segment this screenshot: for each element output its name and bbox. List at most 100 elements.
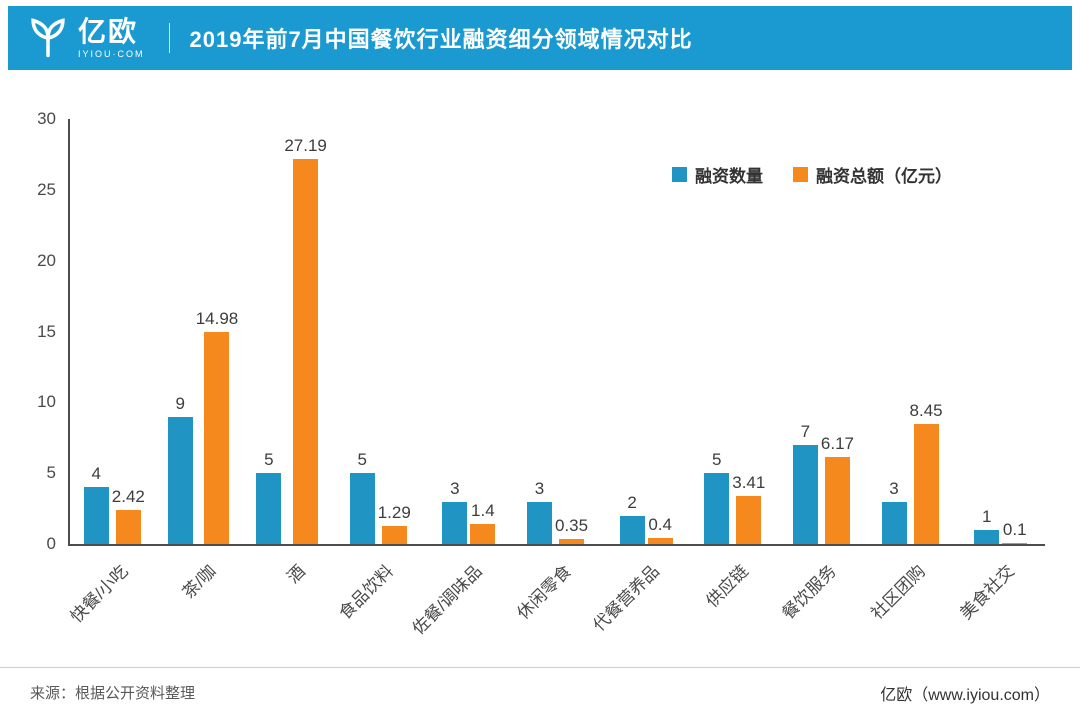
legend-swatch-financing-amount — [793, 167, 808, 182]
bar-value-label: 6.17 — [820, 433, 854, 453]
bar-financing-amount — [913, 424, 939, 544]
bar-value-label: 3 — [450, 478, 460, 498]
logo-text: 亿欧 IYIOU·COM — [78, 17, 145, 59]
bar-financing-amount — [736, 495, 762, 544]
legend-label: 融资数量 — [695, 167, 763, 186]
bar-group: 9 14.98 茶/咖 — [159, 119, 248, 602]
y-axis-tick-label: 10 — [37, 392, 56, 412]
bar-value-label: 4 — [91, 464, 101, 484]
source-note: 来源：根据公开资料整理 — [30, 685, 196, 702]
legend-item-financing-amount: 融资总额（亿元） — [793, 162, 952, 187]
bar-value-label: 7 — [800, 421, 811, 441]
bar-pair: 3 8.45 — [868, 119, 957, 544]
bar-column-financing-amount: 14.98 — [195, 119, 239, 544]
x-axis-category-label: 餐饮服务 — [778, 561, 841, 624]
bar-value-label: 3 — [534, 478, 545, 498]
bar-column-financing-count: 5 — [349, 119, 375, 544]
bar-financing-count — [349, 473, 375, 544]
bar-value-label: 1.29 — [377, 502, 411, 522]
bar-group: 7 6.17 餐饮服务 — [779, 119, 868, 623]
chart-legend: 融资数量 融资总额（亿元） — [672, 162, 952, 187]
bar-financing-count — [256, 473, 282, 544]
bar-column-financing-amount: 6.17 — [821, 119, 854, 544]
bar-financing-amount — [115, 509, 141, 544]
bar-column-financing-amount: 0.35 — [555, 119, 588, 544]
bar-pair: 2 0.4 — [602, 119, 691, 544]
x-axis-category-label: 佐餐/调味品 — [408, 561, 486, 639]
bar-column-financing-amount: 1.4 — [470, 119, 496, 544]
bar-value-label: 5 — [264, 450, 274, 470]
y-axis-tick-label: 15 — [37, 321, 56, 341]
bar-column-financing-count: 3 — [526, 119, 552, 544]
bar-value-label: 0.4 — [648, 515, 672, 535]
y-axis: 0 5 10 15 20 25 30 — [0, 109, 56, 553]
x-axis-category-label: 食品饮料 — [335, 561, 398, 624]
bar-value-label: 2.42 — [111, 486, 145, 506]
bar-column-financing-count: 4 — [83, 119, 109, 544]
header-divider — [168, 23, 170, 53]
y-axis-tick-label: 20 — [37, 250, 56, 270]
bar-column-financing-amount: 0.1 — [1002, 119, 1028, 544]
iyiou-logo: 亿欧 IYIOU·COM — [26, 16, 145, 60]
bar-column-financing-amount: 3.41 — [732, 119, 765, 544]
bar-column-financing-count: 5 — [256, 119, 282, 544]
bar-financing-amount — [381, 525, 407, 544]
bar-column-financing-count: 5 — [704, 119, 730, 544]
bar-pair: 5 3.41 — [690, 119, 779, 544]
bar-group: 5 3.41 供应链 — [690, 119, 779, 611]
bar-value-label: 0.35 — [554, 516, 589, 536]
bar-financing-amount — [204, 331, 230, 544]
bar-value-label: 3.41 — [732, 472, 766, 492]
bar-pair: 3 0.35 — [513, 119, 602, 544]
bar-value-label: 1 — [981, 506, 992, 526]
bar-value-label: 5 — [712, 450, 722, 470]
bar-chart: 0 5 10 15 20 25 30 4 2.42 快餐/小吃 9 14.98 茶/咖 5 27.19 酒 5… — [0, 84, 1080, 660]
bar-value-label: 3 — [889, 478, 899, 498]
bar-group: 4 2.42 快餐/小吃 — [66, 119, 159, 626]
x-axis-category-label: 茶/咖 — [179, 561, 220, 603]
bar-column-financing-amount: 8.45 — [910, 119, 943, 544]
bar-pair: 5 27.19 — [247, 119, 336, 544]
bar-financing-amount — [293, 158, 319, 544]
bar-column-financing-amount: 1.29 — [378, 119, 411, 544]
bar-column-financing-amount: 0.4 — [647, 119, 673, 544]
bar-financing-count — [83, 487, 109, 544]
bar-pair: 4 2.42 — [70, 119, 159, 544]
bar-financing-count — [974, 529, 1000, 544]
bar-column-financing-count: 2 — [619, 119, 645, 544]
bar-value-label: 14.98 — [195, 308, 239, 328]
bar-financing-amount — [1002, 542, 1028, 544]
bar-column-financing-count: 3 — [881, 119, 907, 544]
bar-financing-amount — [470, 524, 496, 544]
bar-financing-count — [619, 515, 645, 544]
bar-group: 3 0.35 休闲零食 — [513, 119, 602, 624]
bar-financing-count — [792, 444, 818, 544]
bar-value-label: 9 — [175, 393, 185, 413]
bar-group: 3 1.4 佐餐/调味品 — [409, 119, 514, 638]
brand-credit: 亿欧（www.iyiou.com） — [880, 686, 1050, 704]
bar-financing-amount — [647, 538, 673, 544]
bar-column-financing-amount: 2.42 — [112, 119, 145, 544]
bar-group: 1 0.1 美食社交 — [956, 119, 1045, 623]
footer: 来源：根据公开资料整理 亿欧（www.iyiou.com） — [0, 667, 1080, 717]
plot-area: 4 2.42 快餐/小吃 9 14.98 茶/咖 5 27.19 酒 5 1.29 食品饮料 3 1.4 佐… — [66, 119, 1045, 638]
bar-group: 3 8.45 社区团购 — [868, 119, 957, 623]
x-axis-category-label: 休闲零食 — [512, 561, 575, 624]
bar-pair: 3 1.4 — [425, 119, 514, 544]
x-axis-category-label: 美食社交 — [956, 561, 1018, 624]
bar-value-label: 2 — [627, 492, 637, 512]
x-axis-category-label: 社区团购 — [867, 561, 930, 624]
bar-value-label: 8.45 — [909, 401, 943, 421]
bar-value-label: 1.4 — [471, 501, 495, 521]
bar-column-financing-count: 1 — [974, 119, 1000, 544]
logo-domain-text: IYIOU·COM — [78, 48, 145, 59]
bar-financing-count — [442, 501, 468, 544]
bar-column-financing-count: 9 — [167, 119, 193, 544]
legend-item-financing-count: 融资数量 — [672, 162, 763, 187]
iyiou-logo-icon — [26, 16, 70, 60]
x-axis-category-label: 代餐营养品 — [589, 561, 664, 636]
legend-label: 融资总额（亿元） — [816, 167, 952, 186]
bar-financing-count — [167, 416, 193, 544]
bar-group: 2 0.4 代餐营养品 — [590, 119, 691, 635]
legend-swatch-financing-count — [672, 167, 687, 182]
